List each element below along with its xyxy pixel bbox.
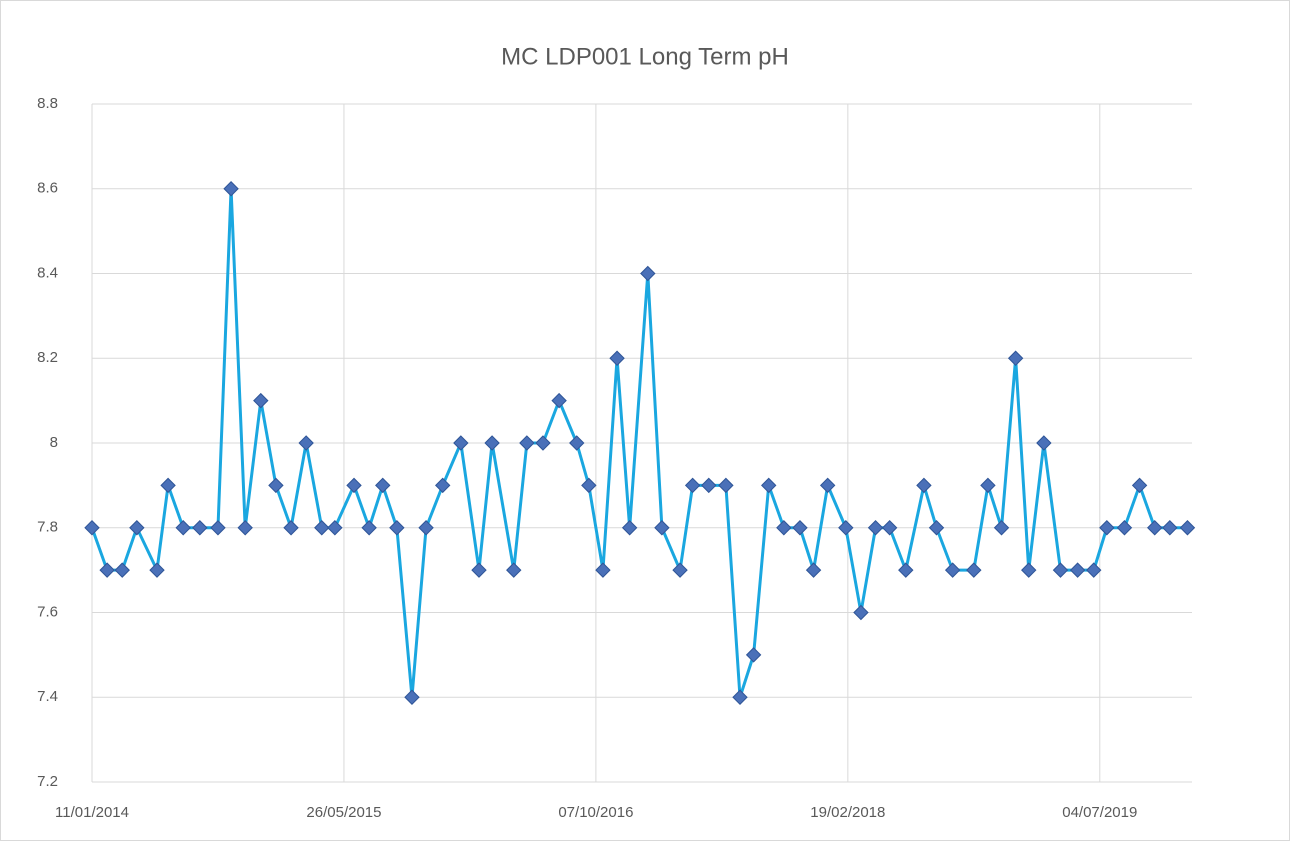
data-marker <box>621 520 638 536</box>
data-marker <box>1147 520 1163 536</box>
data-marker <box>298 435 314 451</box>
data-marker <box>944 562 961 578</box>
data-marker <box>237 520 253 536</box>
data-marker <box>1021 562 1037 578</box>
data-marker <box>881 520 898 536</box>
data-marker <box>732 689 748 705</box>
data-marker <box>346 477 362 494</box>
data-marker <box>551 392 567 409</box>
data-marker <box>1131 477 1148 494</box>
data-marker <box>805 562 822 578</box>
x-tick-label: 26/05/2015 <box>306 804 381 821</box>
data-marker <box>916 477 932 494</box>
data-marker <box>1179 520 1196 536</box>
data-marker <box>1116 520 1133 536</box>
y-tick-label: 8 <box>50 434 58 451</box>
data-marker <box>223 181 239 197</box>
y-tick-label: 8.2 <box>37 349 58 366</box>
y-tick-label: 8.4 <box>37 264 58 281</box>
data-marker <box>853 604 869 621</box>
data-marker <box>160 477 176 494</box>
data-marker <box>640 265 656 282</box>
data-marker <box>595 562 611 578</box>
data-marker <box>175 520 191 536</box>
data-marker <box>192 520 208 536</box>
y-tick-label: 7.2 <box>37 773 58 790</box>
data-marker <box>569 435 585 451</box>
data-marker <box>1086 562 1102 578</box>
data-marker <box>283 520 299 536</box>
data-marker <box>672 562 688 578</box>
data-marker <box>389 520 405 536</box>
data-marker <box>210 520 226 536</box>
data-marker <box>484 435 500 451</box>
y-tick-label: 8.8 <box>37 95 58 112</box>
data-marker <box>898 562 914 578</box>
y-tick-label: 7.8 <box>37 519 58 536</box>
data-marker <box>776 520 792 536</box>
data-marker <box>993 520 1010 536</box>
data-marker <box>966 562 982 578</box>
data-marker <box>99 562 115 578</box>
data-marker <box>506 562 522 578</box>
x-tick-label: 11/01/2014 <box>55 804 129 821</box>
data-marker <box>745 647 762 663</box>
x-tick-label: 04/07/2019 <box>1062 804 1137 821</box>
data-marker <box>361 520 377 536</box>
data-marker <box>114 562 130 578</box>
data-marker <box>761 477 777 494</box>
data-marker <box>980 477 996 494</box>
data-marker <box>819 477 836 494</box>
data-marker <box>792 520 808 536</box>
data-marker <box>1052 562 1069 578</box>
data-marker <box>718 477 734 494</box>
y-tick-label: 7.6 <box>37 603 58 620</box>
data-marker <box>1099 520 1115 536</box>
data-marker <box>268 477 284 494</box>
data-marker <box>654 520 670 536</box>
data-marker <box>701 477 717 494</box>
series-line <box>90 187 1188 699</box>
data-marker <box>867 520 884 536</box>
data-marker <box>404 689 420 705</box>
data-marker <box>84 520 100 536</box>
data-marker <box>253 392 269 409</box>
y-tick-label: 7.4 <box>37 688 58 705</box>
x-tick-label: 07/10/2016 <box>558 804 633 821</box>
data-marker <box>327 520 343 536</box>
data-marker <box>535 435 551 451</box>
chart-title: MC LDP001 Long Term pH <box>501 43 789 70</box>
data-marker <box>375 477 391 494</box>
data-marker <box>314 520 330 536</box>
data-marker <box>471 562 487 578</box>
data-marker <box>581 477 597 494</box>
data-marker <box>609 350 625 366</box>
data-marker <box>149 562 165 578</box>
data-marker <box>1007 350 1024 366</box>
x-tick-label: 19/02/2018 <box>810 804 885 821</box>
data-marker <box>435 477 451 494</box>
y-tick-label: 8.6 <box>37 180 58 197</box>
data-marker <box>1162 520 1178 536</box>
data-marker <box>838 520 854 536</box>
data-marker <box>928 520 945 536</box>
data-marker <box>418 520 434 536</box>
data-marker <box>453 435 469 451</box>
data-marker <box>1069 562 1086 578</box>
data-marker <box>519 435 535 451</box>
data-marker <box>684 477 701 494</box>
data-marker <box>1036 435 1052 451</box>
data-marker <box>129 520 145 536</box>
